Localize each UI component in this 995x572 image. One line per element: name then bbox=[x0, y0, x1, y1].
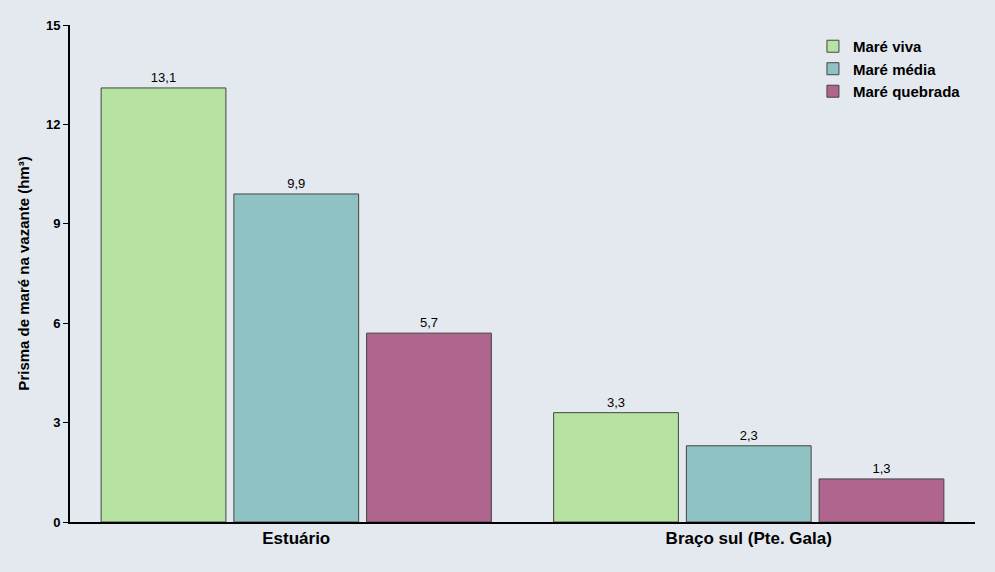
svg-text:6: 6 bbox=[53, 316, 60, 331]
svg-text:Maré quebrada: Maré quebrada bbox=[853, 83, 960, 100]
svg-text:9,9: 9,9 bbox=[287, 176, 305, 191]
svg-text:13,1: 13,1 bbox=[151, 70, 176, 85]
svg-text:Braço sul (Pte. Gala): Braço sul (Pte. Gala) bbox=[666, 529, 832, 548]
svg-text:Estuário: Estuário bbox=[262, 529, 330, 548]
svg-text:5,7: 5,7 bbox=[420, 315, 438, 330]
svg-text:0: 0 bbox=[53, 515, 60, 530]
svg-text:9: 9 bbox=[53, 216, 60, 231]
svg-text:15: 15 bbox=[46, 18, 60, 33]
svg-text:12: 12 bbox=[46, 117, 60, 132]
svg-text:Maré média: Maré média bbox=[853, 61, 936, 78]
svg-text:Maré viva: Maré viva bbox=[853, 38, 922, 55]
svg-text:3,3: 3,3 bbox=[607, 395, 625, 410]
svg-text:1,3: 1,3 bbox=[872, 461, 890, 476]
svg-text:3: 3 bbox=[53, 415, 60, 430]
svg-text:2,3: 2,3 bbox=[740, 428, 758, 443]
svg-text:Prisma de maré na vazante (hm³: Prisma de maré na vazante (hm³) bbox=[15, 156, 32, 390]
